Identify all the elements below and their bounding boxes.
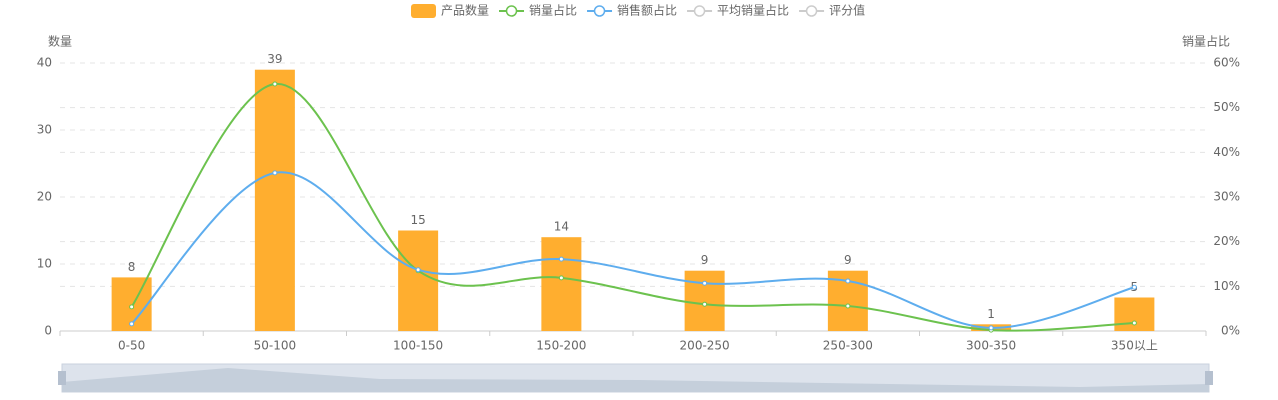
y2-tick-label: 50% xyxy=(1213,100,1240,114)
legend-swatch[interactable] xyxy=(505,5,518,17)
legend-label[interactable]: 平均销量占比 xyxy=(717,3,789,18)
legend-label[interactable]: 销量占比 xyxy=(529,3,577,18)
y-axis-title: 数量 xyxy=(48,34,72,49)
y2-tick-label: 40% xyxy=(1213,145,1240,159)
y2-tick-label: 20% xyxy=(1213,234,1240,248)
line-point xyxy=(702,301,708,307)
x-tick-label: 100-150 xyxy=(393,339,443,353)
line-point xyxy=(129,321,135,327)
zoom-handle[interactable] xyxy=(58,371,66,385)
data-zoom[interactable] xyxy=(58,363,1213,393)
bar-label: 14 xyxy=(554,220,569,234)
y2-tick-label: 10% xyxy=(1213,279,1240,293)
line-point xyxy=(988,325,994,331)
legend-swatch[interactable] xyxy=(411,4,436,18)
bar-label: 9 xyxy=(701,253,709,267)
line-point xyxy=(272,81,278,87)
x-tick-label: 150-200 xyxy=(536,339,586,353)
y-tick-label: 20 xyxy=(37,190,52,204)
x-tick-label: 250-300 xyxy=(823,339,873,353)
x-tick-label: 350以上 xyxy=(1111,339,1158,353)
line-point xyxy=(558,275,564,281)
bar-label: 9 xyxy=(844,253,852,267)
line-point xyxy=(272,170,278,176)
legend-label[interactable]: 评分值 xyxy=(829,3,865,18)
zoom-shadow xyxy=(62,368,1209,392)
line-point xyxy=(845,278,851,284)
legend-swatch[interactable] xyxy=(805,5,818,17)
y2-tick-label: 0% xyxy=(1221,324,1240,338)
bar-label: 39 xyxy=(267,52,282,66)
bar xyxy=(541,237,582,331)
line-point xyxy=(702,280,708,286)
bar-label: 1 xyxy=(987,307,995,321)
x-tick-label: 300-350 xyxy=(966,339,1016,353)
y2-tick-label: 60% xyxy=(1213,56,1240,70)
zoom-handle[interactable] xyxy=(1205,371,1213,385)
bar xyxy=(398,230,439,331)
x-tick-label: 0-50 xyxy=(118,339,145,353)
line-point xyxy=(129,304,135,310)
bar-label: 15 xyxy=(410,213,425,227)
y-tick-label: 40 xyxy=(37,56,52,70)
y-tick-label: 10 xyxy=(37,257,52,271)
bar xyxy=(1114,297,1155,331)
x-tick-label: 50-100 xyxy=(254,339,297,353)
bar-label: 8 xyxy=(128,260,136,274)
legend-label[interactable]: 产品数量 xyxy=(441,3,489,18)
bar xyxy=(254,69,295,331)
x-tick-label: 200-250 xyxy=(680,339,730,353)
y2-axis-title: 销量占比 xyxy=(1182,34,1230,49)
y-tick-label: 0 xyxy=(44,324,52,338)
line-point xyxy=(845,303,851,309)
y2-tick-label: 30% xyxy=(1213,190,1240,204)
bar xyxy=(684,270,725,331)
legend-swatch[interactable] xyxy=(593,5,606,17)
y-tick-label: 30 xyxy=(37,123,52,137)
line-point xyxy=(1131,284,1137,290)
legend-label[interactable]: 销售额占比 xyxy=(617,3,677,18)
line-point xyxy=(558,256,564,262)
line-point xyxy=(415,267,421,273)
legend-swatch[interactable] xyxy=(693,5,706,17)
line-point xyxy=(1131,320,1137,326)
